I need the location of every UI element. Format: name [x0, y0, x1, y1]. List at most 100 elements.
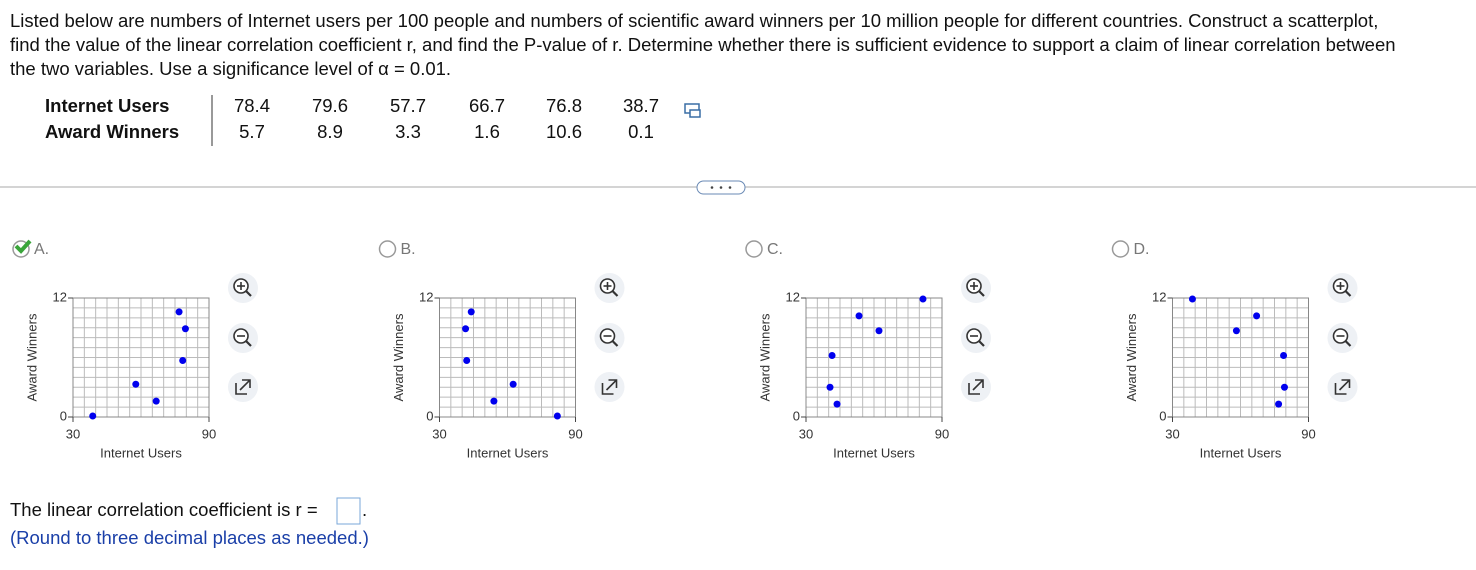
y-axis-label: Award Winners	[1124, 313, 1139, 401]
y-axis-label: Award Winners	[391, 313, 406, 401]
y-axis-label: Award Winners	[24, 313, 39, 401]
zoom-out-button[interactable]	[594, 323, 625, 353]
point	[1280, 383, 1288, 391]
option-label: B.	[401, 241, 416, 258]
plot-frame	[72, 297, 210, 418]
point	[175, 308, 183, 316]
zoom-out-button[interactable]	[1327, 323, 1358, 353]
point	[1253, 312, 1261, 320]
point	[826, 383, 834, 391]
question-line: find the value of the linear correlation…	[10, 34, 1396, 55]
point	[553, 412, 561, 420]
x-tick-label: 30	[799, 426, 813, 441]
cell: 76.8	[546, 95, 582, 116]
row-label: Internet Users	[45, 95, 169, 116]
x-tick-label: 30	[1165, 426, 1179, 441]
point	[1232, 327, 1240, 335]
expand-button[interactable]	[696, 180, 746, 195]
point	[152, 397, 160, 405]
point	[181, 325, 189, 333]
point	[179, 356, 187, 364]
y-tick-label: 0	[793, 408, 800, 423]
x-tick-label: 90	[202, 426, 216, 441]
zoom-in-button[interactable]	[961, 273, 991, 303]
point	[919, 295, 927, 303]
radio-button[interactable]	[1111, 240, 1130, 258]
icon	[245, 340, 252, 347]
zoom-in-button[interactable]	[594, 273, 625, 303]
plot-frame	[1172, 297, 1309, 418]
round-note: (Round to three decimal places as needed…	[10, 527, 369, 548]
cell: 3.3	[395, 121, 421, 142]
radio-button[interactable]	[378, 240, 397, 258]
open-button[interactable]	[228, 372, 258, 402]
x-tick-label: 30	[432, 426, 446, 441]
point	[462, 325, 470, 333]
zoom-in-button[interactable]	[228, 273, 258, 303]
point	[467, 308, 475, 316]
icon	[245, 290, 252, 297]
option-label: D.	[1134, 241, 1150, 258]
icon	[611, 290, 619, 297]
icon	[978, 340, 985, 347]
icon	[611, 340, 619, 347]
point	[828, 352, 836, 360]
point	[1188, 295, 1196, 303]
icon	[1344, 290, 1352, 297]
x-axis-label: Internet Users	[833, 445, 915, 460]
x-axis-label: Internet Users	[100, 445, 182, 460]
icon	[1344, 340, 1352, 347]
cell: 78.4	[234, 95, 270, 116]
open-button[interactable]	[594, 372, 625, 402]
x-axis-label: Internet Users	[1200, 445, 1282, 460]
y-tick-label: 12	[786, 289, 800, 304]
y-tick-label: 0	[426, 408, 433, 423]
zoom-out-button[interactable]	[228, 323, 258, 353]
x-tick-label: 90	[935, 426, 949, 441]
point	[89, 412, 97, 420]
cell: 79.6	[312, 95, 348, 116]
point	[875, 327, 883, 335]
point	[463, 356, 471, 364]
option-label: C.	[767, 241, 783, 258]
question-line: the two variables. Use a significance le…	[10, 58, 451, 79]
cell: 8.9	[317, 121, 343, 142]
point	[1275, 400, 1283, 408]
radio-button[interactable]	[745, 240, 763, 258]
open-button[interactable]	[1327, 372, 1358, 402]
cell: 5.7	[239, 121, 265, 142]
point	[509, 380, 517, 388]
x-tick-label: 30	[66, 426, 80, 441]
zoom-out-button[interactable]	[961, 323, 991, 353]
option-label: A.	[34, 241, 49, 258]
icon	[978, 290, 985, 297]
point	[490, 397, 498, 405]
y-tick-label: 0	[1159, 408, 1166, 423]
cell: 38.7	[623, 95, 659, 116]
y-tick-label: 12	[53, 289, 67, 304]
point	[1280, 352, 1288, 360]
row-label: Award Winners	[45, 121, 179, 142]
question-line: Listed below are numbers of Internet use…	[10, 10, 1378, 31]
answer-prompt: The linear correlation coefficient is r …	[10, 499, 318, 520]
point	[833, 400, 841, 408]
answer-input[interactable]	[336, 497, 361, 525]
zoom-in-button[interactable]	[1327, 273, 1358, 303]
open-button[interactable]	[961, 372, 991, 402]
plot-frame	[805, 297, 943, 418]
plot-frame	[439, 297, 576, 418]
cell: 0.1	[628, 121, 654, 142]
x-tick-label: 90	[568, 426, 582, 441]
cell: 66.7	[469, 95, 505, 116]
cell: 1.6	[474, 121, 500, 142]
point	[855, 312, 863, 320]
y-axis-label: Award Winners	[757, 313, 772, 401]
y-tick-label: 12	[1152, 289, 1166, 304]
correct-check	[14, 239, 32, 254]
y-tick-label: 12	[419, 289, 433, 304]
point	[132, 380, 140, 388]
x-tick-label: 90	[1301, 426, 1315, 441]
answer-end: .	[362, 499, 367, 520]
copy-icon[interactable]	[684, 103, 701, 118]
